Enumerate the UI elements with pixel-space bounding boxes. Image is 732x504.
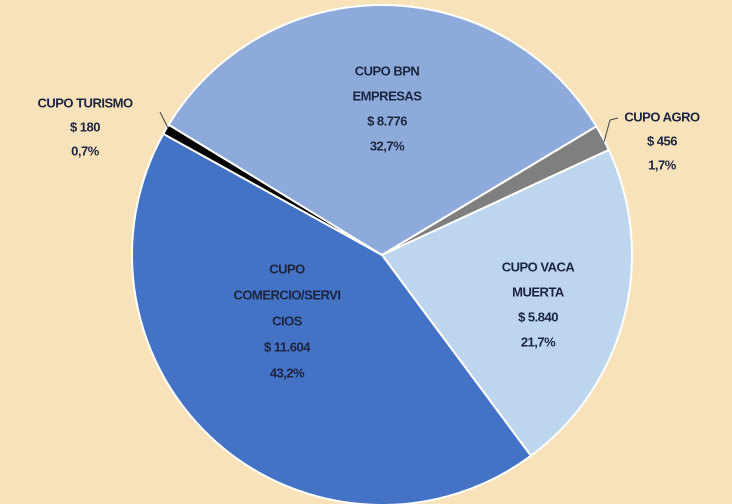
slice-label: EMPRESAS xyxy=(353,88,423,103)
pie-slice xyxy=(380,148,633,458)
value-label: $ 11.604 xyxy=(264,339,311,354)
slice-label: COMERCIO/SERVI xyxy=(234,287,341,302)
slice-label: CUPO AGRO xyxy=(624,109,700,124)
percent-label: 32,7% xyxy=(370,138,405,153)
value-label: $ 456 xyxy=(647,133,677,148)
pie-slice xyxy=(167,4,598,257)
value-label: $ 180 xyxy=(70,119,100,134)
slice-label: CIOS xyxy=(272,313,303,328)
value-label: $ 5.840 xyxy=(518,309,558,324)
slice-label: CUPO xyxy=(269,261,305,276)
leader-line xyxy=(603,117,619,143)
pie-slice xyxy=(161,123,383,256)
percent-label: 43,2% xyxy=(270,365,305,380)
percent-label: 0,7% xyxy=(71,143,100,158)
percent-label: 1,7% xyxy=(648,157,677,172)
leader-line xyxy=(159,111,169,129)
pie-slice xyxy=(131,132,533,504)
slice-label: CUPO BPN xyxy=(355,63,420,78)
slice-label: CUPO VACA xyxy=(502,259,576,274)
value-label: $ 8.776 xyxy=(367,113,407,128)
slice-label: MUERTA xyxy=(512,284,565,299)
pie xyxy=(131,4,633,504)
percent-label: 21,7% xyxy=(521,334,556,349)
slice-label: CUPO TURISMO xyxy=(37,95,133,110)
